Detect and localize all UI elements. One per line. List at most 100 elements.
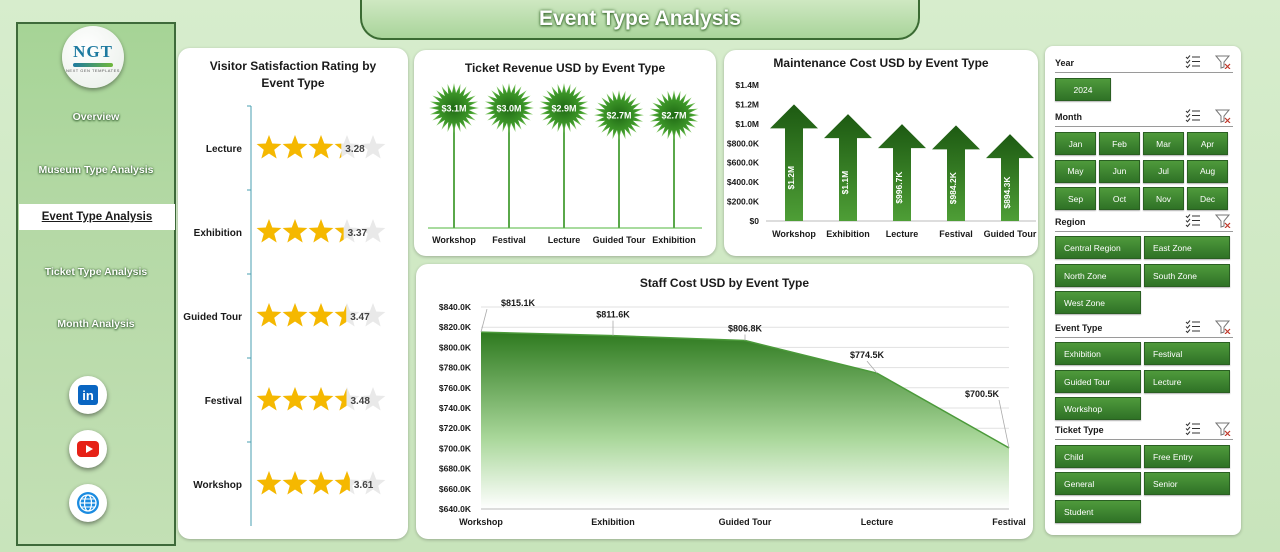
- ticket-type-slicer-title: Ticket Type: [1055, 425, 1104, 435]
- revenue-burst-marker: [484, 83, 534, 133]
- multi-select-icon[interactable]: [1185, 214, 1201, 228]
- slicer-panel: Year 2024 Month Jan Feb Mar Apr May Jun Jul Aug…: [1045, 46, 1241, 535]
- month-option-aug[interactable]: Aug: [1187, 159, 1228, 183]
- region-option-west-zone[interactable]: West Zone: [1055, 291, 1141, 314]
- staff-cost-area: [481, 332, 1009, 509]
- logo-text: NGT: [73, 41, 113, 61]
- month-option-oct[interactable]: Oct: [1099, 187, 1140, 210]
- maintenance-value-label: $984.2K: [948, 171, 958, 204]
- satisfaction-rating-bar: [256, 219, 386, 243]
- satisfaction-value-label: 3.61: [354, 480, 374, 491]
- ticket-type-option-child[interactable]: Child: [1055, 445, 1141, 468]
- maintenance-arrow-bar: [824, 114, 872, 221]
- year-option-2024[interactable]: 2024: [1055, 78, 1111, 101]
- staff-value-label: $815.1K: [501, 298, 536, 308]
- year-slicer-title: Year: [1055, 58, 1075, 68]
- nav-item-ticket-type-analysis[interactable]: Ticket Type Analysis: [44, 266, 148, 278]
- staff-category-label: Workshop: [459, 517, 503, 527]
- nav-item-month-analysis[interactable]: Month Analysis: [57, 318, 135, 330]
- staff-cost-chart-card: Staff Cost USD by Event Type $840.0K $820…: [416, 264, 1033, 539]
- staff-cost-line: [480, 331, 1010, 449]
- maintenance-value-label: $996.7K: [894, 171, 904, 204]
- maintenance-category-label: Workshop: [772, 229, 816, 239]
- month-slicer-header: Month: [1055, 109, 1233, 127]
- staff-label-leader: [998, 399, 1010, 448]
- month-slicer-title: Month: [1055, 112, 1082, 122]
- event-type-option-exhibition[interactable]: Exhibition: [1055, 342, 1141, 365]
- revenue-value-label: $2.7M: [661, 111, 686, 121]
- revenue-burst-marker: [429, 83, 479, 133]
- multi-select-icon[interactable]: [1185, 55, 1201, 69]
- region-option-east-zone[interactable]: East Zone: [1144, 236, 1230, 259]
- event-type-option-guided-tour[interactable]: Guided Tour: [1055, 370, 1141, 393]
- maintenance-ytick-label: $1.2M: [735, 99, 759, 109]
- revenue-category-label: Festival: [492, 235, 526, 245]
- ticket-type-option-general[interactable]: General: [1055, 472, 1141, 495]
- page-title-bar: Event Type Analysis: [360, 0, 920, 40]
- clear-filter-icon[interactable]: [1215, 422, 1231, 436]
- ticket-revenue-chart-card: Ticket Revenue USD by Event Type $3.1M Wo…: [414, 50, 716, 256]
- clear-filter-icon[interactable]: [1215, 214, 1231, 228]
- multi-select-icon[interactable]: [1185, 109, 1201, 123]
- revenue-burst-marker: [649, 90, 699, 141]
- month-option-sep[interactable]: Sep: [1055, 187, 1096, 210]
- linkedin-button[interactable]: in: [69, 376, 107, 414]
- maintenance-ytick-label: $600.0K: [727, 158, 760, 168]
- region-option-central-region[interactable]: Central Region: [1055, 236, 1141, 259]
- ticket-type-option-free-entry[interactable]: Free Entry: [1144, 445, 1230, 468]
- clear-filter-icon[interactable]: [1215, 109, 1231, 123]
- logo-swoosh: [73, 62, 113, 67]
- event-type-option-lecture[interactable]: Lecture: [1144, 370, 1230, 393]
- staff-ytick-label: $800.0K: [439, 342, 472, 352]
- month-option-apr[interactable]: Apr: [1187, 132, 1228, 155]
- maintenance-category-label: Exhibition: [826, 229, 870, 239]
- staff-category-label: Festival: [992, 517, 1026, 527]
- clear-filter-icon[interactable]: [1215, 320, 1231, 334]
- staff-ytick-label: $740.0K: [439, 403, 472, 413]
- staff-ytick-label: $780.0K: [439, 363, 472, 373]
- region-option-north-zone[interactable]: North Zone: [1055, 264, 1141, 287]
- staff-ytick-label: $660.0K: [439, 484, 472, 494]
- month-option-jan[interactable]: Jan: [1055, 132, 1096, 155]
- event-type-slicer-header: Event Type: [1055, 320, 1233, 338]
- youtube-button[interactable]: [69, 430, 107, 468]
- maintenance-value-label: $1.1M: [840, 171, 850, 195]
- region-option-south-zone[interactable]: South Zone: [1144, 264, 1230, 287]
- month-option-dec[interactable]: Dec: [1187, 187, 1228, 210]
- maintenance-category-label: Festival: [939, 229, 973, 239]
- nav-item-event-type-analysis[interactable]: Event Type Analysis: [19, 204, 175, 230]
- website-button[interactable]: [69, 484, 107, 522]
- maintenance-arrow-bar: [932, 125, 980, 221]
- page-title: Event Type Analysis: [539, 7, 741, 30]
- nav-item-museum-type-analysis[interactable]: Museum Type Analysis: [38, 164, 154, 176]
- maintenance-ytick-label: $200.0K: [727, 197, 760, 207]
- event-type-option-festival[interactable]: Festival: [1144, 342, 1230, 365]
- revenue-burst-marker: [539, 83, 589, 133]
- month-option-nov[interactable]: Nov: [1143, 187, 1184, 210]
- satisfaction-value-label: 3.48: [350, 396, 370, 407]
- month-option-feb[interactable]: Feb: [1099, 132, 1140, 155]
- month-option-jul[interactable]: Jul: [1143, 159, 1184, 183]
- ticket-revenue-chart-title: Ticket Revenue USD by Event Type: [464, 61, 666, 75]
- month-option-may[interactable]: May: [1055, 159, 1096, 183]
- month-option-mar[interactable]: Mar: [1143, 132, 1184, 155]
- logo-subtext: NEXT GEN TEMPLATES: [66, 67, 120, 73]
- staff-cost-chart-title: Staff Cost USD by Event Type: [639, 276, 810, 290]
- month-option-jun[interactable]: Jun: [1099, 159, 1140, 183]
- multi-select-icon[interactable]: [1185, 422, 1201, 436]
- nav-item-overview[interactable]: Overview: [72, 111, 120, 123]
- staff-value-label: $700.5K: [965, 389, 1000, 399]
- multi-select-icon[interactable]: [1185, 320, 1201, 334]
- event-type-option-workshop[interactable]: Workshop: [1055, 397, 1141, 420]
- staff-ytick-label: $760.0K: [439, 383, 472, 393]
- satisfaction-chart-card: Visitor Satisfaction Rating by Event Typ…: [178, 48, 408, 539]
- ticket-type-option-student[interactable]: Student: [1055, 500, 1141, 523]
- maintenance-category-label: Guided Tour: [984, 229, 1037, 239]
- satisfaction-rating-bar: [256, 387, 386, 411]
- maintenance-chart-title: Maintenance Cost USD by Event Type: [773, 56, 989, 70]
- ticket-type-option-senior[interactable]: Senior: [1144, 472, 1230, 495]
- staff-category-label: Guided Tour: [719, 517, 772, 527]
- clear-filter-icon[interactable]: [1215, 55, 1231, 69]
- satisfaction-value-label: 3.37: [348, 228, 368, 239]
- staff-category-label: Exhibition: [591, 517, 635, 527]
